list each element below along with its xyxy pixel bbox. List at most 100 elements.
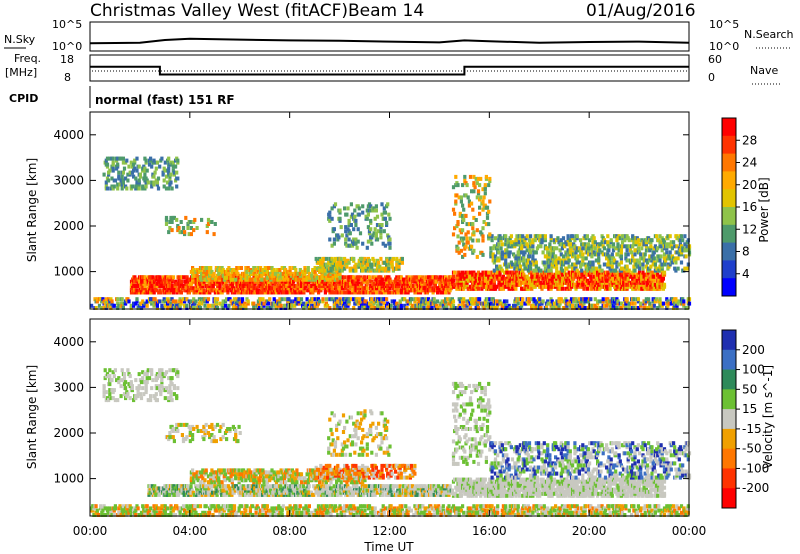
- power-cell: [590, 278, 594, 283]
- power-cell: [163, 168, 167, 173]
- power-cell: [594, 258, 598, 263]
- power-cell: [356, 239, 360, 244]
- power-cell: [471, 272, 475, 277]
- power-cell: [396, 277, 400, 282]
- power-cell: [365, 306, 369, 310]
- power-cell: [588, 238, 592, 243]
- power-cell: [377, 284, 381, 288]
- power-cell: [135, 168, 139, 173]
- power-cell: [316, 297, 321, 302]
- power-cell: [449, 301, 453, 306]
- power-cell: [597, 256, 601, 261]
- power-cell: [137, 288, 142, 293]
- power-cell: [328, 210, 332, 215]
- power-cell: [524, 301, 528, 306]
- power-cell: [589, 274, 593, 279]
- power-cell: [234, 299, 238, 304]
- power-cell: [346, 206, 350, 211]
- power-cell: [685, 248, 689, 253]
- power-cell: [133, 286, 137, 291]
- power-cell: [560, 268, 564, 273]
- power-cell: [259, 290, 263, 295]
- power-cell: [446, 284, 450, 288]
- power-cell: [645, 272, 650, 277]
- power-cell: [546, 299, 550, 304]
- power-cell: [379, 229, 383, 234]
- power-cell: [613, 299, 617, 304]
- power-cell: [185, 303, 189, 308]
- power-cell: [221, 268, 225, 272]
- power-cell: [355, 297, 359, 302]
- power-cell: [159, 290, 163, 295]
- power-cell: [586, 306, 591, 310]
- power-cell: [656, 258, 660, 263]
- power-cell: [182, 275, 186, 280]
- power-cell: [163, 303, 167, 308]
- power-cell: [333, 202, 338, 207]
- power-cell: [129, 303, 133, 308]
- power-cell: [392, 299, 397, 304]
- power-cell: [338, 284, 342, 288]
- power-colorbar-swatch: [722, 189, 736, 208]
- power-cell: [360, 281, 364, 286]
- power-cell: [667, 264, 671, 269]
- power-cell: [174, 284, 178, 288]
- power-cell: [441, 286, 445, 291]
- power-cell: [298, 288, 303, 293]
- power-cell: [154, 288, 159, 293]
- power-cell: [531, 258, 535, 263]
- power-cell: [143, 172, 147, 177]
- power-cell: [255, 288, 259, 293]
- power-cell: [310, 303, 314, 308]
- power-cell: [171, 303, 175, 308]
- power-cell: [461, 254, 465, 259]
- power-cell: [210, 281, 214, 286]
- power-cell: [209, 266, 213, 270]
- power-cell: [153, 299, 157, 304]
- power-cell: [313, 266, 317, 270]
- power-cell: [136, 277, 140, 282]
- power-cell: [132, 174, 136, 179]
- power-cell: [187, 277, 191, 282]
- power-cell: [677, 299, 681, 304]
- power-cell: [606, 301, 610, 306]
- power-cell: [131, 281, 135, 286]
- power-cell: [223, 303, 228, 308]
- power-cell: [483, 183, 487, 188]
- power-cell: [463, 174, 467, 179]
- power-cell: [149, 281, 153, 286]
- power-cell: [361, 301, 365, 306]
- power-cell: [122, 166, 127, 171]
- power-cell: [244, 266, 248, 270]
- power-cell: [172, 170, 176, 175]
- power-cell: [149, 156, 153, 161]
- power-cell: [188, 284, 193, 288]
- power-cell: [510, 270, 515, 275]
- power-cell: [658, 240, 662, 245]
- power-cell: [438, 286, 442, 291]
- power-cell: [448, 281, 452, 286]
- power-cell: [521, 244, 525, 249]
- power-cell: [189, 306, 193, 310]
- power-cell: [313, 297, 317, 302]
- power-cell: [423, 281, 427, 286]
- power-cell: [542, 272, 546, 277]
- power-cell: [353, 281, 357, 286]
- power-cell: [658, 303, 662, 308]
- power-cell: [485, 205, 490, 210]
- power-cell: [94, 306, 98, 310]
- power-cell: [378, 264, 382, 269]
- power-cell: [158, 275, 162, 280]
- power-cell: [259, 299, 263, 304]
- power-cell: [363, 279, 367, 284]
- power-cell: [169, 172, 173, 177]
- power-cell: [188, 220, 192, 224]
- power-cell: [335, 301, 339, 306]
- power-cell: [606, 297, 610, 302]
- power-colorbar-swatch: [722, 207, 736, 226]
- power-cell: [461, 183, 465, 188]
- power-cell: [215, 306, 220, 310]
- power-cell: [194, 290, 198, 295]
- power-cell: [513, 242, 517, 247]
